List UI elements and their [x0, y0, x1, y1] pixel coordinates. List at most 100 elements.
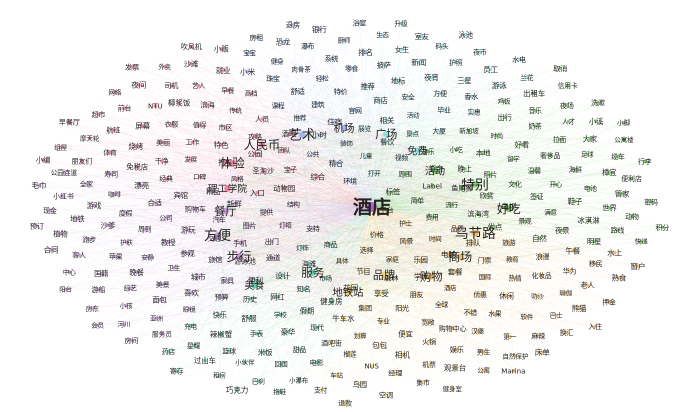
edge-855	[192, 142, 228, 189]
edge-22	[257, 192, 385, 276]
edge-738	[249, 206, 373, 299]
edge-606	[371, 174, 491, 208]
edge-838	[168, 242, 403, 309]
edge-858	[371, 196, 537, 208]
edge-542	[334, 121, 418, 152]
edge-679	[180, 195, 226, 212]
edge-298	[435, 238, 457, 350]
edge-482	[217, 168, 465, 236]
edge-283	[308, 208, 509, 265]
node-label: 厨师	[338, 36, 352, 45]
edge-894	[316, 206, 373, 328]
edge-682	[180, 68, 352, 196]
edge-53	[156, 235, 218, 319]
edge-830	[217, 235, 513, 260]
edge-1237	[475, 233, 573, 251]
node-label: 电池	[584, 183, 598, 192]
edge-1093	[227, 117, 505, 189]
edge-344	[312, 260, 421, 273]
edge-732	[371, 183, 516, 208]
edge-1403	[190, 241, 642, 327]
edge-271	[257, 192, 313, 273]
edge-1416	[93, 205, 373, 208]
edge-377	[220, 228, 458, 335]
edge-1406	[331, 58, 345, 128]
edge-1353	[227, 188, 266, 353]
edge-236	[342, 171, 436, 261]
edge-1104	[207, 104, 373, 208]
edge-115	[347, 208, 509, 293]
edge-1488	[371, 206, 566, 293]
edge-1149	[256, 274, 385, 334]
node-label: 瀑布	[301, 42, 315, 51]
edge-1378	[126, 80, 465, 306]
edge-396	[237, 178, 373, 208]
edge-54	[225, 206, 373, 212]
edge-878	[347, 292, 481, 295]
edge-505	[214, 238, 313, 273]
edge-161	[238, 244, 331, 257]
edge-1435	[198, 85, 461, 258]
edge-635	[188, 213, 479, 231]
edge-1255	[343, 127, 430, 342]
edge-239	[342, 260, 366, 308]
edge-376	[456, 149, 458, 229]
edge-1609	[307, 46, 385, 276]
edge-660	[227, 206, 373, 281]
node-label: 合适	[147, 199, 162, 208]
edge-416	[227, 134, 320, 189]
node-label: 人员	[255, 114, 269, 123]
edge-530	[383, 195, 487, 276]
edge-652	[191, 46, 222, 145]
edge-930	[161, 160, 373, 208]
edge-1539	[460, 256, 511, 337]
edge-116	[254, 208, 509, 286]
edge-389	[387, 142, 456, 273]
edge-1019	[111, 144, 523, 175]
edge-1143	[343, 127, 551, 156]
edge-331	[272, 134, 303, 259]
edge-680	[180, 134, 387, 196]
edge-537	[255, 144, 263, 281]
edge-695	[306, 310, 539, 337]
edge-1021	[287, 272, 313, 332]
edge-255	[271, 134, 303, 242]
edge-79	[232, 134, 302, 164]
edge-942	[248, 206, 373, 319]
node-label: 预订	[30, 222, 44, 231]
edge-64	[227, 134, 320, 189]
edge-1496	[89, 134, 302, 240]
node-label: 毛巾	[31, 180, 46, 190]
node-label: 音乐	[529, 106, 543, 115]
edge-572	[255, 136, 418, 152]
edge-669	[301, 110, 356, 135]
edge-546	[371, 206, 456, 273]
edge-1349	[93, 139, 560, 206]
edge-645	[227, 188, 366, 308]
node-label: 宽敞	[421, 318, 435, 327]
edge-17	[171, 124, 432, 277]
node-label: 艺人	[192, 82, 206, 90]
node-label: 精品	[206, 187, 220, 196]
edge-1408	[165, 58, 332, 219]
edge-362	[301, 134, 326, 279]
edge-1519	[225, 207, 610, 212]
edge-211	[301, 134, 337, 164]
edge-607	[312, 174, 491, 273]
edge-812	[417, 150, 514, 160]
edge-102	[371, 171, 436, 208]
edge-1287	[475, 233, 538, 297]
node-label: 娱乐	[450, 345, 464, 354]
edge-1095	[417, 117, 505, 152]
edge-220	[331, 58, 407, 242]
edge-280	[432, 185, 485, 261]
edge-251	[418, 62, 433, 218]
edge-794	[312, 100, 381, 273]
edge-1639	[171, 85, 387, 135]
edge-1480	[229, 163, 233, 352]
edge-21	[343, 127, 385, 276]
edge-700	[262, 118, 436, 172]
edge-27	[261, 144, 349, 293]
edge-1357	[247, 71, 345, 129]
